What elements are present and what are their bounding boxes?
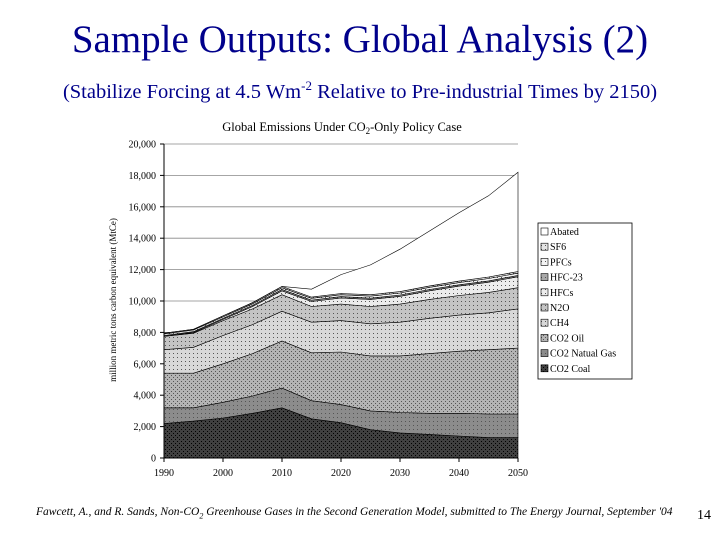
subtitle-text-post: Relative to Pre-industrial Times by 2150… [311, 80, 658, 103]
y-tick-label-6000: 6,000 [134, 359, 157, 370]
slide-subtitle: (Stabilize Forcing at 4.5 Wm-2 Relative … [0, 72, 720, 106]
legend-swatch-co2-natual-gas [540, 349, 549, 357]
legend-swatch-n2o [540, 303, 549, 312]
y-tick-label-18000: 18,000 [129, 171, 157, 182]
y-tick-label-4000: 4,000 [134, 391, 157, 402]
x-tick-label-1990: 1990 [154, 468, 174, 479]
slide-title: Sample Outputs: Global Analysis (2) [71, 18, 649, 61]
footer-citation: Fawcett, A., and R. Sands, Non-CO2 Green… [36, 506, 686, 520]
chart-title-pre: Global Emissions Under CO [222, 120, 365, 134]
legend-label-co2-oil: CO2 Oil [550, 333, 584, 344]
legend-label-hfc-23: HFC-23 [550, 273, 583, 284]
x-tick-label-2000: 2000 [213, 468, 233, 479]
page-number: 14 [697, 508, 711, 523]
citation-text-pre: Fawcett, A., and R. Sands, Non-CO [36, 506, 200, 518]
subtitle-superscript: -2 [301, 78, 312, 93]
y-tick-label-12000: 12,000 [129, 265, 157, 276]
legend-label-co2-coal: CO2 Coal [550, 364, 591, 375]
x-tick-label-2010: 2010 [272, 468, 292, 479]
legend-label-sf6: SF6 [550, 242, 566, 253]
axis-layer: 0 2,000 4,000 6,000 8,000 10,000 12,000 14,000 1… [129, 140, 529, 480]
legend-label-pfcs: PFCs [550, 257, 572, 268]
legend-swatch-pfcs [540, 258, 549, 266]
y-tick-label-0: 0 [151, 454, 156, 465]
y-tick-label-20000: 20,000 [129, 140, 157, 151]
citation-text-post: Greenhouse Gases in the Second Generatio… [203, 506, 673, 518]
x-tick-label-2030: 2030 [390, 468, 410, 479]
area-series-abated [163, 171, 519, 334]
y-tick-label-10000: 10,000 [129, 297, 157, 308]
citation-subscript: 2 [199, 511, 204, 521]
chart-title-sub: 2 [366, 126, 371, 136]
y-tick-label-8000: 8,000 [134, 328, 157, 339]
legend-swatch-co2-coal [540, 364, 549, 373]
y-axis-label: million metric tons carbon equivalent (M… [108, 218, 118, 382]
legend-swatch-co2-oil [540, 334, 549, 342]
x-tick-label-2040: 2040 [449, 468, 469, 479]
chart-title: Global Emissions Under CO2-Only Policy C… [222, 120, 462, 136]
subtitle-text-pre: (Stabilize Forcing at 4.5 Wm [62, 80, 302, 103]
legend-label-hfcs: HFCs [550, 288, 573, 299]
legend-label-ch4: CH4 [550, 318, 569, 329]
legend-label-co2-natual-gas: CO2 Natual Gas [550, 349, 616, 360]
legend-box [537, 222, 633, 380]
legend-swatch-hfcs [540, 288, 549, 297]
legend-swatch-hfc-23 [540, 273, 549, 281]
y-tick-label-2000: 2,000 [134, 422, 157, 433]
legend-layer: Abated SF6 PFCs HFC-23 HFCs N2O CH4 CO2 Oil CO2 … [537, 222, 633, 380]
y-tick-label-16000: 16,000 [129, 202, 157, 213]
legend-label-abated: Abated [550, 227, 579, 238]
y-tick-label-14000: 14,000 [129, 234, 157, 245]
legend-swatch-abated [540, 227, 549, 236]
legend-label-n2o: N2O [550, 303, 569, 314]
emissions-area-chart: 0 2,000 4,000 6,000 8,000 10,000 12,000 14,000 1… [108, 120, 633, 480]
x-tick-label-2020: 2020 [331, 468, 351, 479]
legend-swatch-sf6 [540, 242, 549, 251]
chart-title-post: -Only Policy Case [370, 120, 462, 134]
x-tick-label-2050: 2050 [508, 468, 528, 479]
legend-swatch-ch4 [540, 318, 549, 327]
